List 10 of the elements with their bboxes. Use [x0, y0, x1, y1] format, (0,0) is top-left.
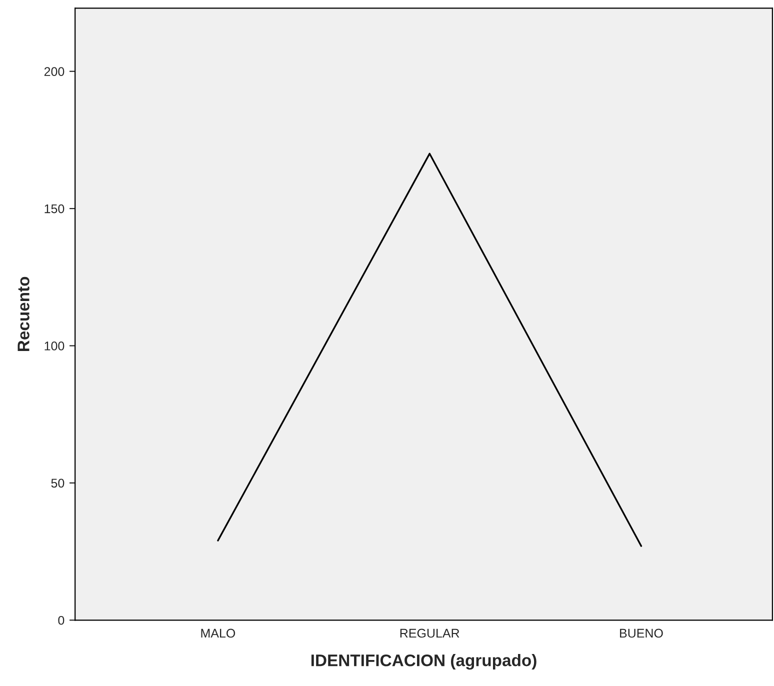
x-tick-label: BUENO [620, 628, 663, 638]
y-tick-label: 200 [44, 67, 64, 76]
x-tick-label: REGULAR [400, 628, 460, 638]
y-axis-title: Recuento [18, 276, 30, 352]
y-tick-label: 100 [44, 342, 64, 350]
y-tick-label: 50 [51, 478, 64, 488]
x-axis-title: IDENTIFICACION (agrupado) [311, 654, 536, 670]
x-tick-label: MALO [201, 628, 236, 638]
y-tick-label: 150 [44, 204, 64, 214]
y-tick-label: 0 [58, 616, 64, 625]
